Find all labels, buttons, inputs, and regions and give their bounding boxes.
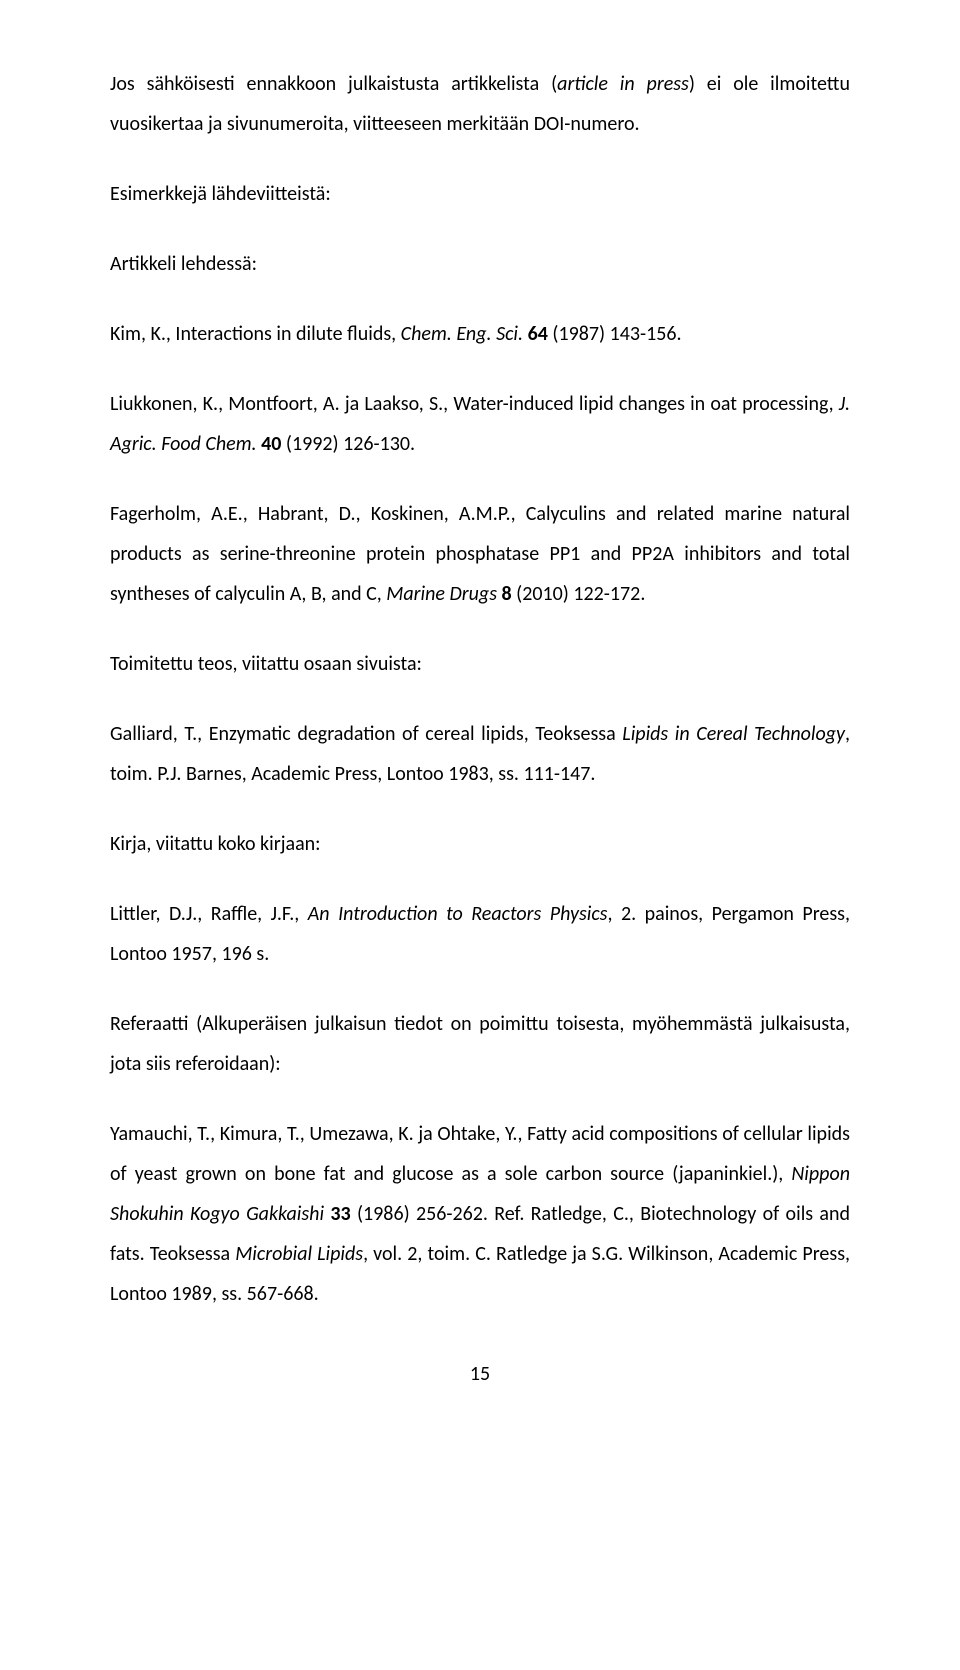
paragraph-referaatti-heading: Referaatti (Alkuperäisen julkaisun tiedo…	[110, 1004, 850, 1084]
text: (1992) 126-130.	[281, 432, 415, 456]
paragraph-book-heading: Kirja, viitattu koko kirjaan:	[110, 824, 850, 864]
text-bold: 8	[502, 582, 512, 606]
text: (1987) 143-156.	[548, 322, 682, 346]
text: Liukkonen, K., Montfoort, A. ja Laakso, …	[110, 392, 839, 416]
text-italic: article in press	[557, 72, 689, 96]
text: (2010) 122-172.	[512, 582, 646, 606]
paragraph-intro: Jos sähköisesti ennakkoon julkaistusta a…	[110, 64, 850, 144]
text-italic: Microbial Lipids	[235, 1242, 363, 1266]
text: Artikkeli lehdessä:	[110, 252, 257, 276]
paragraph-ref-yamauchi: Yamauchi, T., Kimura, T., Umezawa, K. ja…	[110, 1114, 850, 1314]
paragraph-ref-liukkonen: Liukkonen, K., Montfoort, A. ja Laakso, …	[110, 384, 850, 464]
text-italic: Lipids in Cereal Technology	[622, 722, 845, 746]
text: Galliard, T., Enzymatic degradation of c…	[110, 722, 622, 746]
text: Littler, D.J., Raffle, J.F.,	[110, 902, 308, 926]
text-bold: 64	[528, 322, 548, 346]
text: Toimitettu teos, viitattu osaan sivuista…	[110, 652, 422, 676]
text: Yamauchi, T., Kimura, T., Umezawa, K. ja…	[110, 1122, 850, 1186]
text: Jos sähköisesti ennakkoon julkaistusta a…	[110, 72, 557, 96]
paragraph-ref-kim: Kim, K., Interactions in dilute fluids, …	[110, 314, 850, 354]
paragraph-ref-fagerholm: Fagerholm, A.E., Habrant, D., Koskinen, …	[110, 494, 850, 614]
text: Esimerkkejä lähdeviitteistä:	[110, 182, 331, 206]
page-number: 15	[110, 1354, 850, 1394]
paragraph-examples-heading: Esimerkkejä lähdeviitteistä:	[110, 174, 850, 214]
paragraph-ref-galliard: Galliard, T., Enzymatic degradation of c…	[110, 714, 850, 794]
text-italic: An Introduction to Reactors Physics	[308, 902, 608, 926]
text: Referaatti (Alkuperäisen julkaisun tiedo…	[110, 1012, 850, 1076]
text-italic: Marine Drugs	[386, 582, 497, 606]
text-bold: 40	[261, 432, 281, 456]
text: Kirja, viitattu koko kirjaan:	[110, 832, 321, 856]
text-italic: Chem. Eng. Sci.	[401, 322, 523, 346]
paragraph-article-heading: Artikkeli lehdessä:	[110, 244, 850, 284]
text: Kim, K., Interactions in dilute fluids,	[110, 322, 401, 346]
paragraph-edited-heading: Toimitettu teos, viitattu osaan sivuista…	[110, 644, 850, 684]
paragraph-ref-littler: Littler, D.J., Raffle, J.F., An Introduc…	[110, 894, 850, 974]
text-bold: 33	[330, 1202, 350, 1226]
